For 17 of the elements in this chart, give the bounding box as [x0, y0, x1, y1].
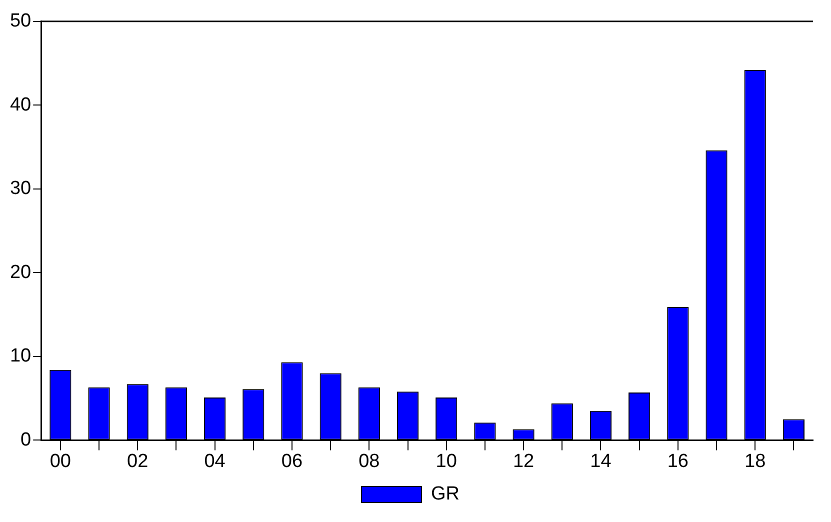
x-tick-label: 10 — [436, 450, 457, 472]
x-tick-label: 08 — [358, 450, 380, 472]
legend-label: GR — [431, 484, 460, 505]
x-tick-label: 12 — [512, 450, 534, 472]
y-tick-label: 40 — [10, 94, 32, 116]
x-tick-label: 00 — [50, 450, 71, 472]
x-tick-label: 06 — [281, 450, 303, 472]
y-tick-label: 0 — [20, 429, 32, 450]
x-tick-label: 04 — [204, 450, 226, 472]
x-tick-label: 18 — [744, 450, 766, 472]
x-tick-label: 14 — [590, 450, 612, 472]
x-tick-label: 02 — [127, 450, 148, 472]
y-tick-label: 50 — [10, 10, 32, 32]
x-tick-label: 16 — [667, 450, 688, 472]
y-tick-label: 10 — [10, 346, 32, 367]
y-tick-label: 20 — [10, 262, 32, 283]
y-tick-label: 30 — [10, 178, 32, 200]
